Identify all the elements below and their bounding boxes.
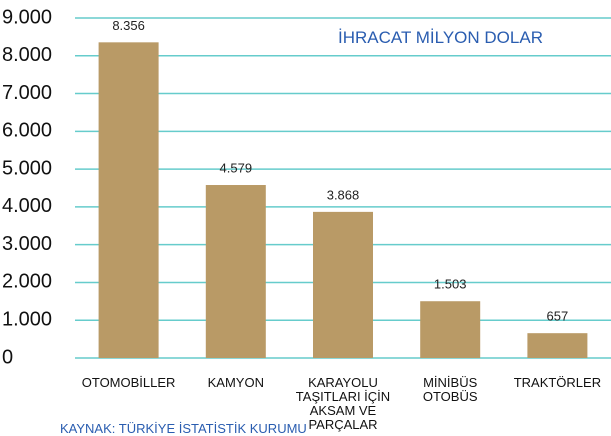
x-tick-label: KARAYOLU TAŞITLARI İÇİN AKSAM VE PARÇALA… [295, 375, 391, 432]
bar [98, 42, 159, 358]
value-label: 1.503 [434, 277, 467, 292]
x-tick-label: MİNİBÜS OTOBÜS [422, 375, 478, 404]
y-tick-label: 8.000 [2, 44, 52, 66]
y-tick-label: 5.000 [2, 157, 52, 179]
source: KAYNAK: TÜRKİYE İSTATİSTİK KURUMU [60, 421, 307, 436]
value-label: 8.356 [112, 18, 145, 33]
value-label: 4.579 [220, 160, 253, 175]
y-tick-label: 0 [2, 346, 13, 368]
y-tick-label: 4.000 [2, 195, 52, 217]
annotation: İHRACAT MİLYON DOLAR [338, 28, 543, 47]
y-tick-label: 1.000 [2, 309, 52, 331]
value-label: 3.868 [327, 187, 360, 202]
x-tick-label: TRAKTÖRLER [513, 375, 602, 390]
x-tick-label: OTOMOBİLLER [81, 375, 176, 390]
y-tick-label: 6.000 [2, 120, 52, 142]
bar [313, 211, 373, 358]
bar [205, 185, 266, 358]
y-tick-label: 2.000 [2, 271, 52, 293]
y-tick-label: 9.000 [2, 6, 52, 28]
value-label: 657 [547, 309, 569, 324]
bar [527, 333, 588, 358]
x-tick-label: KAMYON [207, 375, 264, 390]
y-tick-label: 3.000 [2, 233, 52, 255]
bar [420, 301, 481, 358]
y-tick-label: 7.000 [2, 82, 52, 104]
